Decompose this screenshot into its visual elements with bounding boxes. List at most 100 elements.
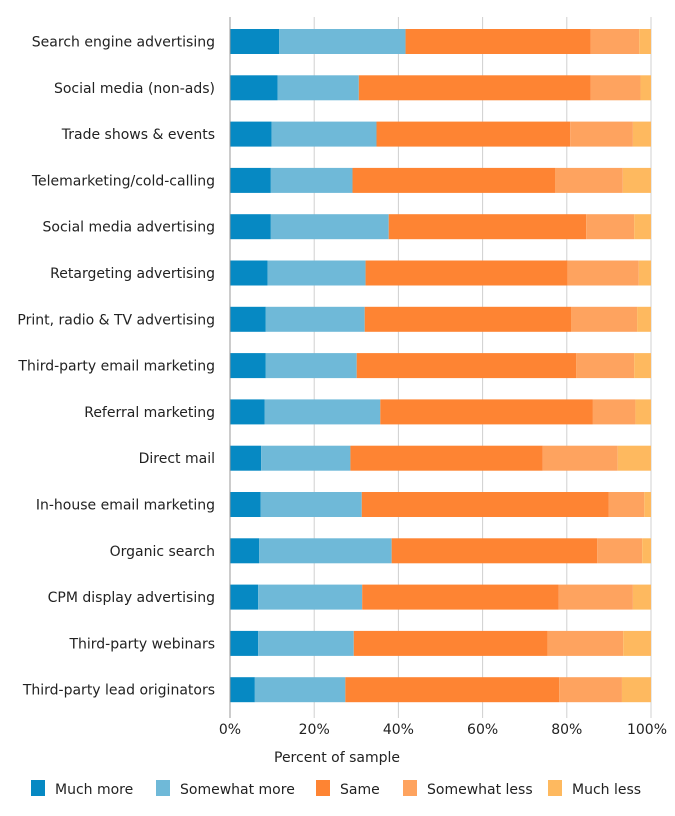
legend-label: Much more (55, 782, 133, 798)
x-tick-label: 80% (551, 722, 582, 738)
bar-row (230, 492, 651, 517)
bar-segment-somewhat-less (542, 445, 618, 471)
bar-segment-much-less (640, 75, 651, 101)
bar-segment-somewhat-less (558, 584, 633, 610)
x-tick-label: 40% (383, 722, 414, 738)
category-labels: Search engine advertising Social media (n… (17, 35, 215, 699)
bar-segment-somewhat-more (271, 121, 377, 147)
bar-row (230, 353, 651, 379)
legend-label: Much less (572, 782, 641, 798)
legend-label: Same (340, 782, 380, 798)
legend-swatch (316, 780, 330, 796)
bar-segment-somewhat-less (590, 29, 640, 54)
bar-row (230, 121, 651, 147)
bar-segment-somewhat-more (279, 29, 406, 54)
bar-segment-somewhat-less (571, 306, 638, 332)
bar-segment-same (361, 492, 609, 517)
bar-segment-somewhat-more (258, 584, 363, 610)
bar-segment-somewhat-more (259, 538, 392, 564)
bar-segment-much-less (617, 445, 651, 471)
bar-row (230, 630, 651, 656)
bar-segment-much-more (230, 353, 266, 379)
category-label: Third-party email marketing (17, 359, 215, 375)
bar-row (230, 214, 651, 240)
bar-segment-much-more (230, 677, 255, 703)
category-label: Social media (non-ads) (54, 81, 215, 97)
bar-segment-much-less (632, 121, 651, 147)
bar-segment-somewhat-less (597, 538, 643, 564)
category-label: Print, radio & TV advertising (17, 312, 215, 328)
bar-segment-same (345, 677, 560, 703)
bar-segment-somewhat-more (265, 306, 365, 332)
bar-segment-much-more (230, 167, 271, 193)
legend: Much more Somewhat more Same Somewhat less M… (31, 780, 641, 798)
bar-segment-much-less (634, 353, 651, 379)
bar-segment-much-more (230, 121, 272, 147)
bar-segment-much-more (230, 492, 261, 517)
bar-segment-much-more (230, 306, 266, 332)
category-label: Organic search (110, 544, 215, 560)
bar-segment-somewhat-more (267, 260, 366, 286)
bar-segment-somewhat-more (270, 167, 353, 193)
legend-item: Same (316, 780, 380, 798)
bar-segment-much-less (621, 677, 651, 703)
bar-segment-much-less (632, 584, 651, 610)
x-tick-label: 100% (627, 722, 667, 738)
legend-label: Somewhat less (427, 782, 533, 798)
category-label: Third-party lead originators (22, 683, 215, 699)
bar-segment-somewhat-more (258, 630, 354, 656)
bar-row (230, 306, 651, 332)
bar-segment-somewhat-more (261, 445, 351, 471)
category-label: In-house email marketing (36, 498, 215, 514)
bar-segment-somewhat-less (590, 75, 641, 101)
bar-segment-somewhat-less (592, 399, 636, 425)
bar-segment-somewhat-more (265, 353, 357, 379)
x-tick-label: 60% (467, 722, 498, 738)
bar-segment-much-less (638, 260, 651, 286)
bar-row (230, 75, 651, 101)
bar-segment-same (352, 167, 556, 193)
legend-item: Somewhat less (403, 780, 533, 798)
bar-segment-somewhat-more (270, 214, 389, 240)
legend-label: Somewhat more (180, 782, 295, 798)
category-label: Search engine advertising (32, 35, 215, 51)
bar-segment-much-more (230, 75, 278, 101)
bar-row (230, 445, 651, 471)
bar-row (230, 167, 651, 193)
bar-segment-much-less (637, 306, 651, 332)
bar-segment-somewhat-more (277, 75, 359, 101)
x-tick-labels: 0% 20% 40% 60% 80% 100% (219, 722, 667, 738)
bar-segment-much-more (230, 399, 265, 425)
bar-segment-somewhat-less (608, 492, 645, 517)
legend-swatch (156, 780, 170, 796)
bar-row (230, 538, 651, 564)
bar-segment-somewhat-less (567, 260, 639, 286)
bar-segment-much-less (642, 538, 651, 564)
bar-segment-much-more (230, 584, 259, 610)
bar-segment-much-less (634, 214, 651, 240)
bar-segment-much-more (230, 260, 268, 286)
bar-row (230, 584, 651, 610)
category-label: Referral marketing (84, 405, 215, 421)
bar-segment-somewhat-more (264, 399, 381, 425)
legend-swatch (548, 780, 562, 796)
bar-segment-same (388, 214, 587, 240)
bar-segment-same (364, 306, 572, 332)
bar-segment-same (391, 538, 598, 564)
category-label: Retargeting advertising (50, 266, 215, 282)
category-label: Telemarketing/cold-calling (31, 173, 215, 189)
bar-segment-same (350, 445, 543, 471)
bar-segment-somewhat-less (586, 214, 635, 240)
bar-segment-same (376, 121, 571, 147)
x-tick-label: 0% (219, 722, 241, 738)
category-label: Trade shows & events (61, 127, 215, 143)
bar-segment-same (358, 75, 591, 101)
bar-segment-much-more (230, 538, 260, 564)
category-label: Social media advertising (43, 220, 215, 236)
category-label: Direct mail (139, 451, 215, 467)
bar-segment-much-less (623, 630, 651, 656)
bar-segment-much-more (230, 29, 280, 54)
bar-segment-somewhat-less (570, 121, 633, 147)
bar-segment-much-less (635, 399, 651, 425)
